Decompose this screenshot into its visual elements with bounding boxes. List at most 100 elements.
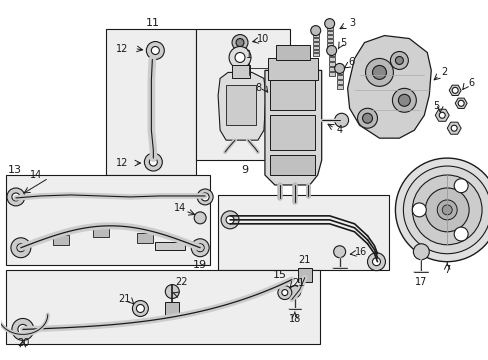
Text: 3: 3 xyxy=(349,18,355,28)
Circle shape xyxy=(288,285,300,298)
Bar xyxy=(218,195,388,270)
Bar xyxy=(232,66,249,78)
Circle shape xyxy=(191,239,209,257)
Bar xyxy=(6,270,319,345)
Circle shape xyxy=(398,94,409,106)
Bar xyxy=(297,268,311,282)
Circle shape xyxy=(411,203,426,217)
Circle shape xyxy=(453,227,467,241)
Circle shape xyxy=(132,301,148,316)
Circle shape xyxy=(194,212,206,224)
Bar xyxy=(328,72,334,76)
Bar xyxy=(137,233,153,243)
Text: 11: 11 xyxy=(145,18,159,28)
Text: 14: 14 xyxy=(174,203,186,213)
Text: 2: 2 xyxy=(440,67,447,77)
Circle shape xyxy=(425,188,468,232)
Text: 10: 10 xyxy=(256,33,268,44)
Circle shape xyxy=(403,166,488,254)
Circle shape xyxy=(362,113,372,123)
Text: 13: 13 xyxy=(8,165,22,175)
Circle shape xyxy=(372,258,380,266)
Text: 21: 21 xyxy=(291,278,304,288)
Bar xyxy=(312,50,318,53)
Circle shape xyxy=(457,100,463,106)
Circle shape xyxy=(412,244,428,260)
Bar xyxy=(269,80,314,110)
Text: 14: 14 xyxy=(30,170,42,180)
Circle shape xyxy=(365,58,393,86)
Circle shape xyxy=(324,19,334,28)
Polygon shape xyxy=(448,85,460,95)
Bar xyxy=(267,58,317,80)
Bar xyxy=(328,53,334,57)
Text: 15: 15 xyxy=(272,270,286,280)
Bar xyxy=(328,62,334,67)
Circle shape xyxy=(395,57,403,64)
Circle shape xyxy=(18,324,28,334)
Circle shape xyxy=(372,66,386,80)
Circle shape xyxy=(389,51,407,69)
Text: 6: 6 xyxy=(348,58,354,67)
Circle shape xyxy=(334,113,348,127)
Circle shape xyxy=(144,153,162,171)
Circle shape xyxy=(310,26,320,36)
Bar xyxy=(53,235,68,245)
Circle shape xyxy=(436,200,456,220)
Bar xyxy=(269,155,314,175)
Circle shape xyxy=(235,53,244,62)
Text: 19: 19 xyxy=(193,260,207,270)
Bar xyxy=(312,45,318,49)
Circle shape xyxy=(395,158,488,262)
Circle shape xyxy=(333,246,345,258)
Bar xyxy=(326,31,332,33)
Bar xyxy=(269,115,314,150)
Bar xyxy=(326,27,332,30)
Text: 5: 5 xyxy=(432,101,438,111)
Text: 18: 18 xyxy=(288,314,300,324)
Bar xyxy=(336,75,342,80)
Circle shape xyxy=(165,285,179,298)
Text: 7: 7 xyxy=(443,265,449,275)
Circle shape xyxy=(451,87,457,93)
Bar xyxy=(155,242,185,250)
Polygon shape xyxy=(155,310,163,315)
Bar xyxy=(326,42,332,45)
Text: 22: 22 xyxy=(175,276,187,287)
Polygon shape xyxy=(447,122,460,134)
Circle shape xyxy=(450,125,456,131)
Circle shape xyxy=(11,238,31,258)
Polygon shape xyxy=(264,71,321,185)
Circle shape xyxy=(136,305,144,312)
Circle shape xyxy=(367,253,385,271)
Text: 21: 21 xyxy=(118,293,130,303)
Polygon shape xyxy=(434,109,448,121)
Bar xyxy=(326,46,332,50)
Circle shape xyxy=(236,39,244,46)
Circle shape xyxy=(7,188,25,206)
Circle shape xyxy=(12,319,34,340)
Circle shape xyxy=(232,35,247,50)
Circle shape xyxy=(149,158,157,166)
Bar xyxy=(336,85,342,89)
Circle shape xyxy=(17,244,25,252)
Circle shape xyxy=(201,193,209,201)
Circle shape xyxy=(453,179,467,193)
Polygon shape xyxy=(454,98,466,108)
Bar xyxy=(328,67,334,71)
Polygon shape xyxy=(218,72,265,140)
Circle shape xyxy=(281,289,287,296)
Bar xyxy=(312,37,318,41)
Circle shape xyxy=(146,41,164,59)
Bar xyxy=(312,54,318,57)
Text: 12: 12 xyxy=(116,158,128,168)
Bar xyxy=(105,28,196,175)
Bar xyxy=(336,80,342,84)
Circle shape xyxy=(411,175,481,245)
Text: 9: 9 xyxy=(241,165,248,175)
Text: 20: 20 xyxy=(17,338,29,348)
Circle shape xyxy=(12,193,20,201)
Bar xyxy=(326,39,332,41)
Bar xyxy=(165,302,179,315)
Bar xyxy=(328,58,334,62)
